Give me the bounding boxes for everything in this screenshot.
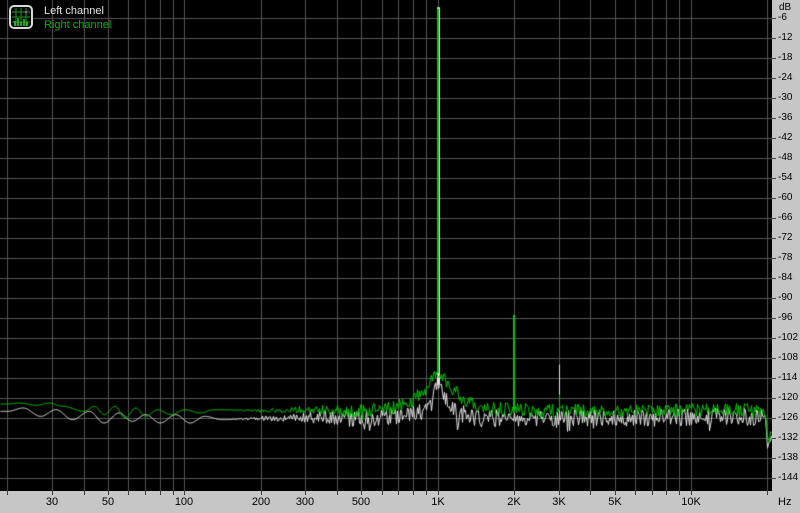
frequency-tick-mark: [108, 491, 109, 495]
frequency-tick-mark: [666, 491, 667, 495]
db-tick-mark: [772, 298, 776, 299]
db-tick-label: -60: [778, 192, 793, 203]
frequency-tick-label: 5K: [608, 496, 622, 508]
db-axis-strip: dB -6 -12 -18 -24 -30 -36 -42 -48 -54 -60 -66 -72 -7…: [772, 0, 800, 491]
db-tick-mark: [772, 18, 776, 19]
db-tick-label: -96: [778, 312, 793, 323]
frequency-tick-label: 1K: [431, 496, 445, 508]
db-tick-label: -18: [778, 52, 793, 63]
db-tick-mark: [772, 378, 776, 379]
db-tick-mark: [772, 438, 776, 439]
frequency-tick-label: 2K: [507, 496, 521, 508]
frequency-tick-mark: [145, 491, 146, 495]
frequency-tick-mark: [514, 491, 515, 495]
db-tick-mark: [772, 38, 776, 39]
db-tick-label: -36: [778, 112, 793, 123]
frequency-tick-mark: [361, 491, 362, 495]
frequency-tick-mark: [128, 491, 129, 495]
frequency-tick-mark: [559, 491, 560, 495]
frequency-tick-mark: [438, 491, 439, 495]
db-tick-label: -30: [778, 92, 793, 103]
frequency-tick-mark: [173, 491, 174, 495]
frequency-tick-mark: [261, 491, 262, 495]
frequency-tick-mark: [691, 491, 692, 495]
frequency-tick-mark: [160, 491, 161, 495]
db-tick-mark: [772, 98, 776, 99]
frequency-tick-mark: [184, 491, 185, 495]
frequency-tick-label: 10K: [681, 496, 701, 508]
frequency-axis-unit-label: Hz: [778, 496, 792, 508]
frequency-tick-mark: [52, 491, 53, 495]
legend-labels: Left channel Right channel: [44, 4, 111, 32]
db-tick-label: -24: [778, 72, 793, 83]
db-tick-label: -132: [778, 432, 799, 443]
db-tick-mark: [772, 458, 776, 459]
db-tick-label: -54: [778, 172, 793, 183]
db-tick-label: -42: [778, 132, 793, 143]
frequency-tick-label: 300: [295, 496, 315, 508]
db-tick-mark: [772, 138, 776, 139]
frequency-tick-mark: [84, 491, 85, 495]
db-tick-label: -90: [778, 292, 793, 303]
db-tick-mark: [772, 178, 776, 179]
db-tick-mark: [772, 478, 776, 479]
frequency-tick-label: 500: [351, 496, 371, 508]
spectrum-plot-canvas: [0, 0, 772, 491]
frequency-tick-mark: [590, 491, 591, 495]
legend-right-channel-label: Right channel: [44, 19, 112, 31]
spectrum-grid-icon: [9, 5, 33, 29]
frequency-tick-mark: [652, 491, 653, 495]
frequency-tick-mark: [635, 491, 636, 495]
frequency-tick-label: 200: [251, 496, 271, 508]
db-tick-label: -72: [778, 232, 793, 243]
frequency-tick-mark: [398, 491, 399, 495]
db-tick-mark: [772, 358, 776, 359]
db-tick-mark: [772, 338, 776, 339]
frequency-tick-label: 100: [174, 496, 194, 508]
legend: Left channel Right channel: [8, 4, 111, 32]
db-tick-label: -12: [778, 32, 793, 43]
db-tick-label: -120: [778, 392, 799, 403]
db-tick-mark: [772, 398, 776, 399]
db-tick-mark: [772, 258, 776, 259]
legend-left-channel-label: Left channel: [44, 5, 104, 17]
frequency-tick-label: 3K: [552, 496, 566, 508]
db-tick-label: -108: [778, 352, 799, 363]
db-tick-mark: [772, 158, 776, 159]
frequency-tick-mark: [679, 491, 680, 495]
db-tick-mark: [772, 198, 776, 199]
db-tick-label: -78: [778, 252, 793, 263]
db-tick-label: -6: [778, 12, 787, 23]
frequency-tick-mark: [615, 491, 616, 495]
frequency-tick-mark: [305, 491, 306, 495]
db-tick-mark: [772, 118, 776, 119]
db-tick-mark: [772, 218, 776, 219]
db-tick-label: -84: [778, 272, 793, 283]
db-tick-label: -138: [778, 452, 799, 463]
db-tick-label: -144: [778, 472, 799, 483]
frequency-axis-strip: Hz 30 50 100 200 300 500 1K 2K 3K 5K 10K: [0, 491, 800, 513]
db-tick-label: -126: [778, 412, 799, 423]
db-tick-label: -114: [778, 372, 798, 383]
db-tick-mark: [772, 418, 776, 419]
db-tick-mark: [772, 318, 776, 319]
db-tick-mark: [772, 58, 776, 59]
db-tick-mark: [772, 78, 776, 79]
frequency-tick-mark: [7, 491, 8, 495]
frequency-tick-label: 50: [101, 496, 115, 508]
db-tick-label: -48: [778, 152, 793, 163]
frequency-tick-mark: [382, 491, 383, 495]
db-tick-label: -102: [778, 332, 799, 343]
db-tick-mark: [772, 238, 776, 239]
frequency-tick-mark: [767, 491, 768, 495]
frequency-tick-mark: [413, 491, 414, 495]
db-tick-mark: [772, 278, 776, 279]
db-tick-label: -66: [778, 212, 793, 223]
frequency-tick-mark: [337, 491, 338, 495]
frequency-tick-mark: [426, 491, 427, 495]
frequency-tick-label: 30: [45, 496, 59, 508]
db-axis-unit-label: dB: [779, 2, 792, 13]
